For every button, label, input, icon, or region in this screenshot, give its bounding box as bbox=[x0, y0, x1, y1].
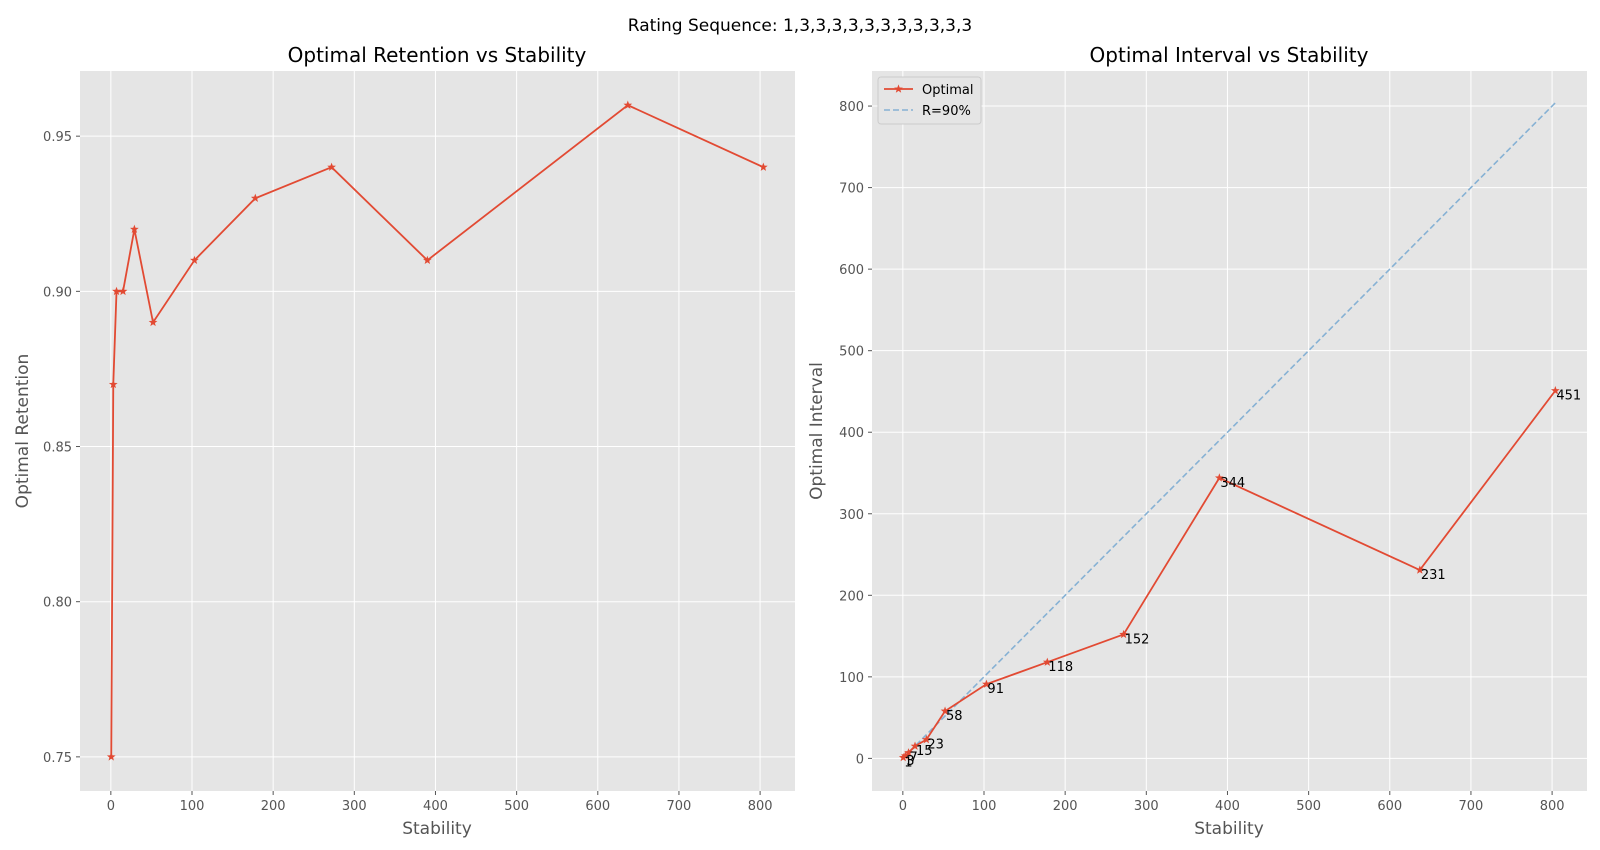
interval-y-axis-label: Optimal Interval bbox=[807, 362, 827, 500]
interval-x-axis-label: Stability bbox=[1194, 819, 1264, 839]
retention-chart-title: Optimal Retention vs Stability bbox=[288, 43, 587, 67]
retention-point bbox=[130, 224, 139, 233]
interval-x-tick-label: 100 bbox=[972, 799, 997, 814]
retention-x-axis-label: Stability bbox=[402, 819, 472, 839]
interval-y-tick-label: 400 bbox=[839, 426, 864, 441]
interval-data-label: 152 bbox=[1125, 632, 1150, 647]
interval-data-label: 231 bbox=[1421, 568, 1446, 583]
retention-point bbox=[758, 162, 768, 171]
interval-point bbox=[904, 748, 913, 757]
interval-point bbox=[1214, 473, 1224, 482]
interval-y-tick-label: 100 bbox=[839, 671, 864, 686]
retention-point bbox=[190, 255, 199, 265]
retention-point bbox=[148, 317, 158, 327]
interval-data-label: 451 bbox=[1556, 389, 1581, 404]
interval-point bbox=[900, 751, 910, 760]
interval-x-tick-label: 400 bbox=[1215, 799, 1240, 814]
retention-y-tick-label: 0.75 bbox=[43, 751, 72, 766]
retention-y-tick-label: 0.95 bbox=[43, 130, 72, 145]
retention-x-tick-label: 300 bbox=[342, 799, 367, 814]
interval-x-tick-label: 500 bbox=[1296, 799, 1321, 814]
interval-point bbox=[898, 752, 908, 762]
interval-data-label: 1 bbox=[904, 756, 912, 771]
interval-point bbox=[1119, 629, 1128, 639]
legend-optimal-label: Optimal bbox=[922, 83, 973, 98]
interval-y-tick-label: 300 bbox=[839, 508, 864, 523]
interval-point bbox=[1415, 565, 1425, 574]
retention-y-tick-label: 0.80 bbox=[43, 596, 72, 611]
interval-point bbox=[1550, 386, 1560, 395]
interval-y-tick-label: 800 bbox=[839, 100, 864, 115]
interval-point bbox=[922, 735, 931, 744]
retention-point bbox=[422, 255, 432, 265]
interval-point bbox=[1042, 657, 1052, 666]
interval-x-tick-label: 700 bbox=[1459, 799, 1484, 814]
interval-data-label: 3 bbox=[906, 754, 914, 769]
interval-data-label: 15 bbox=[916, 744, 933, 759]
retention-x-tick-label: 100 bbox=[180, 799, 205, 814]
legend-optimal-marker bbox=[894, 84, 903, 93]
retention-x-tick-label: 200 bbox=[261, 799, 286, 814]
retention-x-tick-label: 700 bbox=[667, 799, 692, 814]
interval-x-tick-label: 200 bbox=[1053, 799, 1078, 814]
interval-data-label: 23 bbox=[927, 738, 944, 753]
retention-x-tick-label: 600 bbox=[585, 799, 610, 814]
interval-x-tick-label: 800 bbox=[1540, 799, 1565, 814]
interval-data-label: 91 bbox=[987, 682, 1004, 697]
retention-ticks: 0 100 200 300 400 500 600 700 800 0.75 0.80 0.85 0.9… bbox=[43, 130, 772, 814]
retention-point bbox=[250, 193, 260, 202]
interval-x-tick-label: 600 bbox=[1377, 799, 1402, 814]
interval-y-tick-label: 500 bbox=[839, 345, 864, 360]
retention-x-tick-label: 400 bbox=[423, 799, 448, 814]
interval-y-tick-label: 600 bbox=[839, 263, 864, 278]
interval-gridlines bbox=[872, 71, 1587, 791]
retention-point bbox=[108, 379, 118, 389]
retention-chart: 0 100 200 300 400 500 600 700 800 0.75 0.80 0.85 0.9… bbox=[13, 43, 795, 839]
retention-x-tick-label: 500 bbox=[504, 799, 529, 814]
interval-chart: 0 100 200 300 400 500 600 700 800 0 100 200 300 400 50… bbox=[807, 43, 1587, 839]
interval-x-tick-label: 300 bbox=[1134, 799, 1159, 814]
interval-data-label: 344 bbox=[1220, 476, 1245, 491]
interval-x-tick-label: 0 bbox=[899, 799, 907, 814]
retention-optimal-line bbox=[110, 104, 764, 757]
retention-point bbox=[327, 162, 336, 171]
interval-y-tick-label: 200 bbox=[839, 589, 864, 604]
figure-suptitle: Rating Sequence: 1,3,3,3,3,3,3,3,3,3,3,3 bbox=[628, 16, 972, 36]
retention-y-tick-label: 0.90 bbox=[43, 285, 72, 300]
interval-point bbox=[910, 741, 920, 750]
retention-x-tick-label: 800 bbox=[748, 799, 773, 814]
retention-y-tick-label: 0.85 bbox=[43, 441, 72, 456]
interval-ticks: 0 100 200 300 400 500 600 700 800 0 100 200 300 400 50… bbox=[839, 100, 1564, 814]
retention-x-tick-label: 0 bbox=[107, 799, 115, 814]
retention-marks bbox=[106, 100, 768, 761]
retention-point bbox=[106, 752, 116, 761]
interval-point bbox=[940, 706, 950, 715]
interval-reference-line bbox=[902, 102, 1556, 759]
legend-reference-label: R=90% bbox=[922, 104, 971, 119]
interval-y-tick-label: 700 bbox=[839, 182, 864, 197]
interval-data-label: 118 bbox=[1048, 660, 1073, 675]
interval-legend: Optimal R=90% bbox=[877, 76, 982, 125]
interval-data-label: 7 bbox=[910, 751, 918, 766]
retention-plot-area bbox=[80, 71, 795, 791]
retention-point bbox=[112, 286, 121, 296]
retention-point bbox=[623, 100, 633, 109]
interval-y-tick-label: 0 bbox=[856, 752, 864, 767]
interval-point bbox=[982, 679, 991, 688]
interval-data-label: 58 bbox=[946, 709, 963, 724]
retention-point bbox=[118, 286, 128, 296]
retention-y-axis-label: Optimal Retention bbox=[13, 354, 33, 509]
interval-chart-title: Optimal Interval vs Stability bbox=[1090, 43, 1369, 67]
